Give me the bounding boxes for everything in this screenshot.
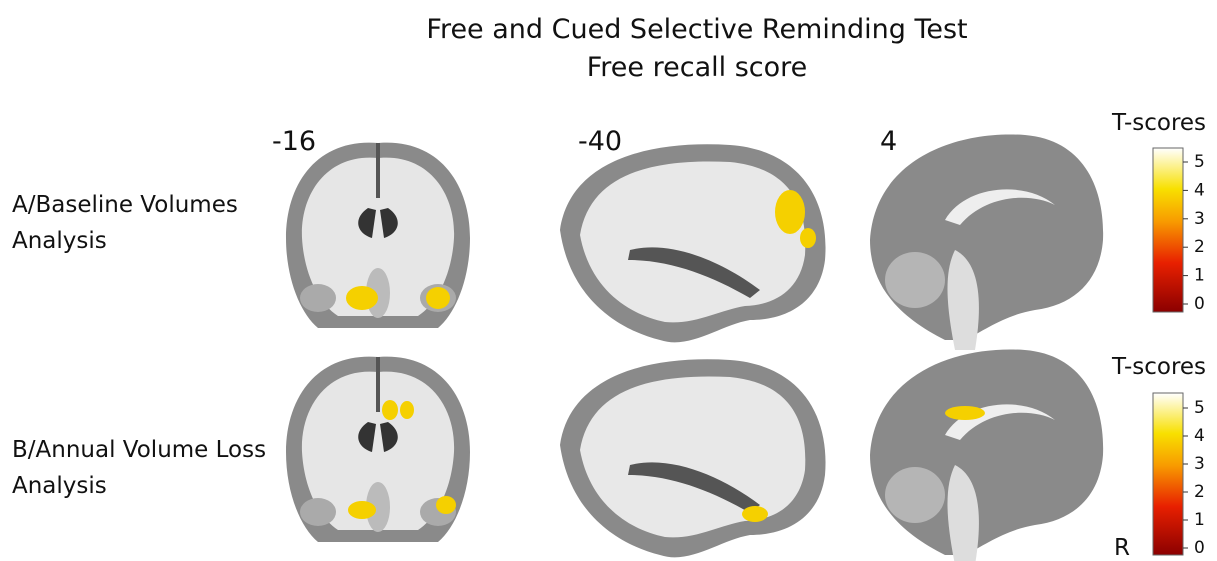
brain-medial — [870, 349, 1103, 561]
colorbar-title: T-scores — [1111, 354, 1206, 380]
row-label: Analysis — [12, 473, 107, 499]
colorbar-tick-label: 1 — [1194, 510, 1205, 530]
colorbar-tick-label: 1 — [1194, 266, 1205, 286]
colorbar-tick-label: 2 — [1194, 237, 1205, 257]
title: Free and Cued Selective Reminding Test — [426, 14, 967, 45]
colorbar-tick-label: 2 — [1194, 482, 1205, 502]
colorbar-title: T-scores — [1111, 110, 1206, 136]
brain-coronal — [286, 143, 470, 328]
slice-label: -40 — [578, 126, 622, 157]
slice-label: 4 — [880, 126, 897, 157]
row-label: B/Annual Volume Loss — [12, 437, 266, 463]
figure: Free and Cued Selective Reminding Test F… — [0, 0, 1217, 561]
colorbar-tick-label: 4 — [1194, 426, 1205, 446]
colorbar — [1153, 148, 1183, 312]
colorbar-tick-label: 4 — [1194, 180, 1205, 200]
colorbar-tick-label: 0 — [1194, 294, 1205, 314]
subtitle: Free recall score — [587, 52, 808, 83]
colorbar-tick-label: 0 — [1194, 538, 1205, 558]
colorbar-tick-label: 5 — [1194, 398, 1205, 418]
brain-sagittal — [560, 359, 826, 557]
colorbar-tick-label: 3 — [1194, 454, 1205, 474]
figure-canvas: Free and Cued Selective Reminding Test F… — [0, 0, 1217, 561]
brain-coronal — [286, 357, 470, 542]
row-label: A/Baseline Volumes — [12, 192, 238, 218]
brain-sagittal — [560, 144, 826, 342]
colorbar — [1153, 393, 1183, 555]
brain-medial — [870, 134, 1103, 350]
row-label: Analysis — [12, 228, 107, 254]
colorbar-tick-label: 3 — [1194, 209, 1205, 229]
slice-label: -16 — [272, 126, 316, 157]
colorbar-tick-label: 5 — [1194, 152, 1205, 172]
orientation-label: R — [1114, 535, 1130, 561]
